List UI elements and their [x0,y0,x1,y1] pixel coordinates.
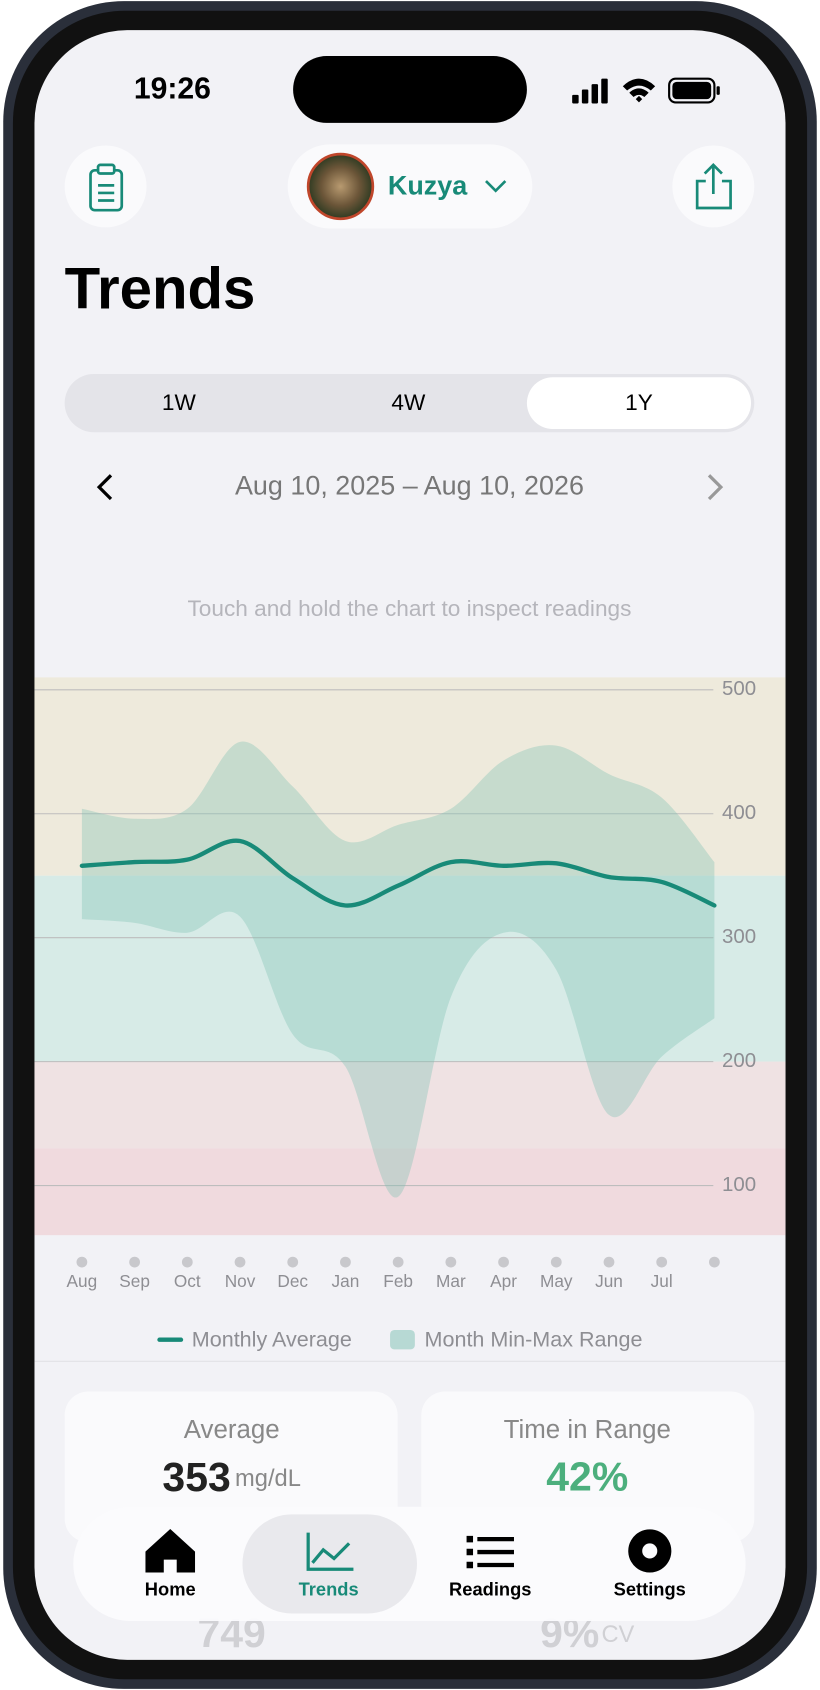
y-tick-label: 200 [722,1049,756,1072]
stat-unit: CV [601,1622,634,1648]
legend-swatch [390,1330,415,1350]
stat-unit: mg/dL [235,1466,301,1492]
tab-active [242,1514,418,1614]
share-icon [695,162,732,210]
x-tick-dot [181,1256,193,1268]
x-tick-label: Jan [332,1271,360,1291]
status-time: 19:26 [134,73,211,106]
range-band [34,1061,786,1149]
x-tick-label: Dec [277,1271,308,1291]
x-tick-dot [498,1256,509,1268]
hint: Touch and hold the chart to inspect read… [187,596,631,621]
x-tick-dot [656,1256,668,1268]
x-tick-dot [603,1256,615,1268]
x-tick-dot [709,1256,720,1268]
x-tick-dot [76,1256,88,1268]
x-tick-label: Jun [595,1271,623,1291]
tab-icon [466,1535,514,1569]
prev-button[interactable] [96,474,113,501]
range-band [34,1148,786,1236]
legend-label: Monthly Average [192,1326,352,1351]
next-button[interactable] [707,474,724,501]
tab-label[interactable]: Readings [449,1579,531,1600]
segment[interactable]: 4W [391,390,426,415]
x-tick-label: Sep [119,1271,150,1291]
page-title: Trends [65,257,256,322]
min-max-area [81,741,715,1198]
segment-selected [526,377,752,429]
x-tick-dot [445,1256,457,1268]
dynamic-island [293,56,527,123]
x-tick-dot [392,1256,404,1268]
range-band [34,677,786,876]
x-tick-dot [234,1256,246,1268]
tab-icon [306,1532,354,1571]
legend-label: Month Min-Max Range [425,1326,643,1351]
tab-label[interactable]: Home [145,1579,196,1600]
x-tick-label: Jul [651,1271,673,1291]
y-tick-label: 300 [722,925,756,948]
tab-icon [145,1529,196,1573]
stat-number: 353 [162,1454,230,1500]
x-tick-dot [550,1256,562,1268]
x-tick-label: Oct [174,1271,201,1291]
stat-card [421,1391,755,1543]
x-tick-label: May [540,1271,573,1291]
stat-value: 42% [546,1454,628,1500]
x-tick-label: Apr [490,1271,517,1291]
segment[interactable]: 1Y [625,390,653,415]
x-tick-label: Mar [436,1271,466,1291]
avatar [306,152,375,221]
segment[interactable]: 1W [162,390,197,415]
chevron-down [485,180,507,193]
notes-icon [89,163,124,212]
x-tick-label: Nov [225,1271,256,1291]
stat-value: 353 mg/dL [162,1454,300,1500]
date-range: Aug 10, 2025 – Aug 10, 2026 [235,470,584,500]
stat-label: Average [184,1416,280,1444]
y-tick-label: 500 [722,677,756,700]
tab-label[interactable]: Trends [299,1579,359,1600]
x-tick-dot [129,1256,140,1268]
stat-card [64,1391,398,1543]
average-line [79,838,717,908]
stat-label: Time in Range [504,1416,671,1444]
range-band [34,875,786,1062]
tab-label[interactable]: Settings [614,1579,686,1600]
y-tick-label: 400 [722,801,756,824]
profile-name: Kuzya [388,171,468,201]
status-icons [572,77,720,104]
x-tick-label: Feb [383,1271,413,1291]
y-tick-label: 100 [722,1173,756,1196]
x-tick-dot [340,1256,351,1268]
x-tick-label: Aug [67,1271,98,1291]
tab-icon-hole [642,1543,658,1559]
x-tick-dot [287,1256,299,1268]
